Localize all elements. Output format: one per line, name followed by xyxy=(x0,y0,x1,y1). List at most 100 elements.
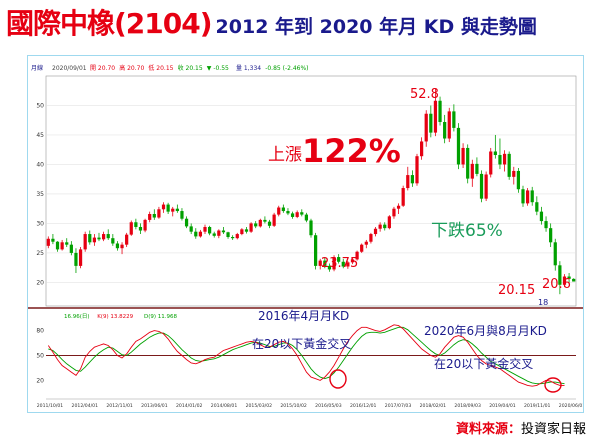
price-tick-label: 40 xyxy=(36,161,44,168)
candle-body xyxy=(226,232,230,237)
candle-body xyxy=(419,141,424,157)
annot-low-2020: 20.15 xyxy=(498,283,535,298)
x-tick-label: 2018/02/01 xyxy=(420,403,447,409)
candle-body xyxy=(304,214,309,221)
annotations: 52.8 上漲 122% 下跌65% 23.75 20.15 20.6 18 2… xyxy=(252,87,571,393)
x-tick-label: 2016/12/01 xyxy=(350,403,377,409)
candle-body xyxy=(438,100,442,122)
candle-body xyxy=(78,249,83,266)
candle-body xyxy=(184,218,189,227)
candle-body xyxy=(194,231,198,237)
candle-body xyxy=(549,228,553,243)
header-item: 高 20.70 xyxy=(119,64,144,72)
k-line xyxy=(47,324,565,387)
candle-body xyxy=(235,234,239,239)
candle-body xyxy=(203,226,207,232)
candle-body xyxy=(378,224,382,229)
candle-body xyxy=(46,238,50,246)
candle-body xyxy=(346,262,350,267)
candle-body xyxy=(221,230,226,233)
candle-body xyxy=(134,222,138,227)
candle-body xyxy=(553,242,557,266)
candle-body xyxy=(364,241,368,245)
candle-body xyxy=(406,175,410,189)
candle-body xyxy=(115,243,120,249)
candle-body xyxy=(461,147,465,165)
price-tick-label: 35 xyxy=(36,191,44,198)
x-axis: 2011/10/01 2012/04/01 2012/11/01 2013/06/01… xyxy=(37,398,585,409)
candle-body xyxy=(466,147,470,179)
x-tick-label: 2014/08/01 xyxy=(211,403,238,409)
x-tick-label: 2017/07/03 xyxy=(385,403,412,409)
cross-circle-2020 xyxy=(544,377,562,393)
candle-body xyxy=(240,229,244,235)
kd-header-item: D(9) 11.968 xyxy=(144,314,178,320)
candle-body xyxy=(572,278,576,282)
candle-body xyxy=(171,208,175,212)
annot-rise-prefix: 上漲 xyxy=(268,145,302,165)
candle-body xyxy=(189,226,193,232)
candle-body xyxy=(166,204,170,212)
source-value: 投資家日報 xyxy=(520,422,586,437)
candle-body xyxy=(535,202,539,212)
annot-high: 52.8 xyxy=(410,87,439,102)
candle-body xyxy=(318,260,322,266)
candle-body xyxy=(83,234,87,250)
candle-body xyxy=(129,222,133,235)
candle-body xyxy=(65,242,69,245)
candle-body xyxy=(97,237,101,240)
candle-body xyxy=(539,211,544,222)
candle-body xyxy=(355,251,359,260)
header-label: 月線 xyxy=(31,64,43,72)
candle-body xyxy=(263,219,267,222)
kd-tick-label: 80 xyxy=(36,328,44,335)
candle-body xyxy=(567,276,571,279)
kd-note-1b: 在20以下黃金交叉 xyxy=(252,336,351,351)
candle-body xyxy=(401,188,405,206)
price-tick-label: 45 xyxy=(36,132,44,139)
candle-body xyxy=(313,235,318,266)
candle-body xyxy=(341,261,345,267)
x-tick-label: 2012/04/01 xyxy=(72,403,99,409)
chart-frame: 月線 2020/09/01 開 20.70 高 20.70 低 20.15 收 20.… xyxy=(27,55,585,413)
x-tick-label: 2013/06/01 xyxy=(141,403,168,409)
candle-body xyxy=(212,233,216,236)
candle-body xyxy=(558,265,562,285)
d-line xyxy=(48,326,565,385)
candle-body xyxy=(498,155,502,165)
candle-body xyxy=(452,111,456,128)
candle-body xyxy=(92,237,97,243)
candle-body xyxy=(507,153,511,177)
kd-tick-label: 20 xyxy=(36,377,44,384)
candle-body xyxy=(337,257,341,262)
candle-body xyxy=(512,170,516,177)
price-tick-label: 50 xyxy=(36,102,44,109)
kd-note-2: 2020年6月與8月月KD xyxy=(424,324,547,338)
price-plot-area xyxy=(45,75,577,307)
candle-body xyxy=(456,127,461,165)
kd-header-item: 16.96(日) xyxy=(64,313,90,320)
x-tick-label: 2020/06/01 xyxy=(559,403,583,409)
candle-body xyxy=(120,244,124,249)
chart-svg: 月線 2020/09/01 開 20.70 高 20.70 低 20.15 收 20.… xyxy=(28,64,585,409)
header-item: 低 20.15 xyxy=(148,64,173,72)
price-tick-label: 20 xyxy=(36,279,44,286)
header-item: 開 20.70 xyxy=(90,65,115,72)
candle-body xyxy=(244,229,249,232)
candle-body xyxy=(267,221,272,226)
candle-body xyxy=(415,156,419,184)
candle-body xyxy=(489,151,493,175)
candle-body xyxy=(55,241,60,250)
x-tick-label: 2016/05/03 xyxy=(315,403,342,409)
title-sub: 2012 年到 2020 年月 KD 與走勢圖 xyxy=(215,16,537,38)
candle-body xyxy=(74,252,78,266)
x-tick-label: 2015/10/02 xyxy=(280,403,307,409)
chart-title: 國際中橡(2104) 2012 年到 2020 年月 KD 與走勢圖 xyxy=(6,2,537,46)
candle-body xyxy=(443,122,447,139)
candle-body xyxy=(277,207,281,215)
title-main: 國際中橡(2104) xyxy=(6,7,213,40)
candle-body xyxy=(143,219,147,231)
annot-low-2016: 23.75 xyxy=(321,256,358,271)
candle-body xyxy=(125,234,129,245)
candle-body xyxy=(493,151,497,156)
